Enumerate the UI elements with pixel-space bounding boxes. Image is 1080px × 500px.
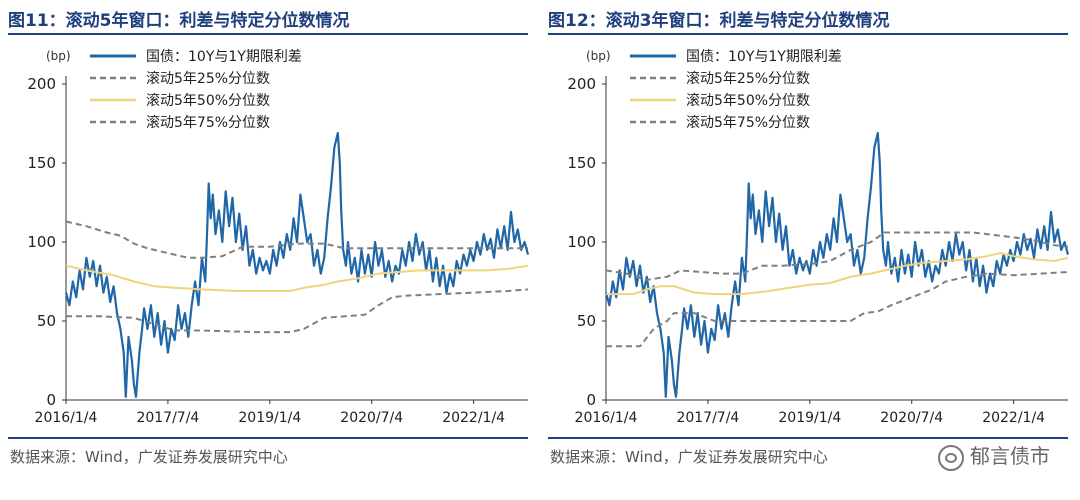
line-chart-rolling-5y: (bp) 0 50 100 150 200 2016/1/4 2017/7/4 2019/1/4… — [27, 49, 530, 426]
legend-label-0: 国债：10Y与1Y期限利差 — [686, 49, 842, 65]
x-tick-label: 2020/7/4 — [340, 410, 403, 426]
y-tick-label: 150 — [27, 154, 56, 172]
line-chart-rolling-3y: (bp) 0 50 100 150 200 2016/1/4 2017/7/4 2019/1/4… — [567, 49, 1070, 426]
x-tick-label: 2016/1/4 — [35, 410, 98, 426]
y-tick-label: 200 — [27, 75, 56, 93]
legend-label-1: 滚动5年25%分位数 — [686, 70, 810, 87]
y-tick-label: 100 — [567, 233, 596, 251]
footer-divider — [548, 437, 1068, 439]
y-tick-label: 100 — [27, 233, 56, 251]
title-divider — [548, 33, 1068, 35]
legend-label-0: 国债：10Y与1Y期限利差 — [146, 49, 302, 65]
series-line-1 — [606, 271, 1069, 348]
legend-label-2: 滚动5年50%分位数 — [686, 92, 810, 109]
chart-panel-rolling-5y: 图11：滚动5年窗口：利差与特定分位数情况 (bp) 0 50 100 150 200 20… — [8, 11, 530, 466]
series-line-2 — [606, 252, 1069, 296]
x-tick-label: 2016/1/4 — [575, 410, 638, 426]
source-note: 数据来源：Wind，广发证券发展研究中心 — [550, 448, 828, 466]
y-tick-label: 150 — [567, 154, 596, 172]
y-axis-unit-label: (bp) — [46, 49, 71, 63]
x-tick-label: 2017/7/4 — [136, 410, 199, 426]
legend-label-3: 滚动5年75%分位数 — [146, 114, 270, 131]
x-tick-label: 2022/1/4 — [982, 410, 1045, 426]
legend-label-2: 滚动5年50%分位数 — [146, 92, 270, 109]
figure-title: 图12：滚动3年窗口：利差与特定分位数情况 — [548, 11, 890, 31]
title-divider — [8, 33, 528, 35]
series-line-3 — [605, 231, 1069, 281]
figure-title: 图11：滚动5年窗口：利差与特定分位数情况 — [8, 11, 350, 31]
footer-divider — [8, 437, 528, 439]
watermark-text: 郁言债市 — [970, 444, 1050, 468]
wechat-icon — [938, 444, 964, 471]
series-line-0 — [64, 131, 530, 398]
x-tick-label: 2019/1/4 — [238, 410, 301, 426]
y-tick-label: 0 — [46, 391, 56, 409]
source-note: 数据来源：Wind，广发证券发展研究中心 — [10, 448, 288, 466]
y-tick-label: 0 — [586, 391, 596, 409]
y-axis-unit-label: (bp) — [586, 49, 611, 63]
y-tick-label: 200 — [567, 75, 596, 93]
series-line-3 — [65, 220, 528, 259]
series-line-0 — [604, 131, 1070, 398]
series-line-1 — [66, 288, 529, 334]
chart-panel-rolling-3y: 图12：滚动3年窗口：利差与特定分位数情况 (bp) 0 50 100 150 200 20… — [540, 0, 1080, 500]
series-line-2 — [65, 264, 529, 292]
wechat-watermark: 郁言债市 — [938, 440, 1050, 471]
x-tick-label: 2022/1/4 — [442, 410, 505, 426]
legend-label-1: 滚动5年25%分位数 — [146, 70, 270, 87]
x-tick-label: 2017/7/4 — [676, 410, 739, 426]
x-tick-label: 2020/7/4 — [880, 410, 943, 426]
legend-label-3: 滚动5年75%分位数 — [686, 114, 810, 131]
y-tick-label: 50 — [37, 312, 56, 330]
x-tick-label: 2019/1/4 — [778, 410, 841, 426]
y-tick-label: 50 — [577, 312, 596, 330]
